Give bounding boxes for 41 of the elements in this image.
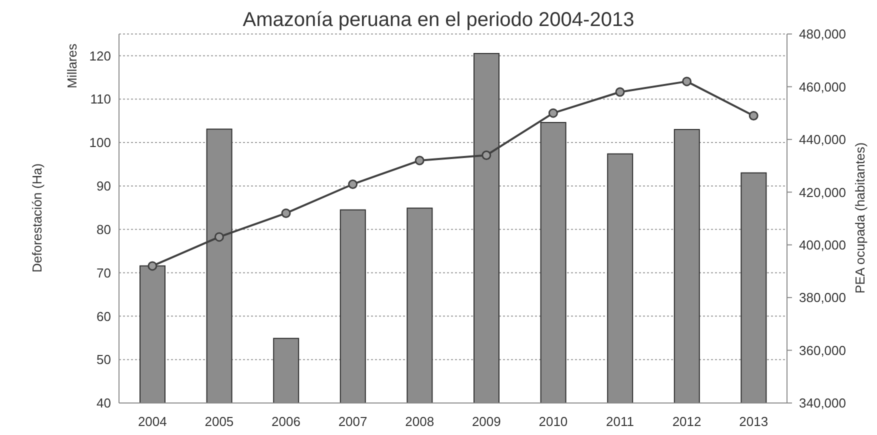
y-tick-label: 60 [96, 308, 111, 324]
x-tick-label: 2013 [739, 414, 768, 430]
point [348, 179, 358, 189]
y-tick-label: 110 [90, 92, 111, 107]
x-tick-label: 2006 [272, 414, 300, 430]
y2-tick-label: 480,000 [799, 26, 846, 42]
point [148, 261, 158, 271]
y-tick-label: 50 [96, 352, 111, 368]
x-tick-label: 2012 [672, 414, 702, 430]
point [682, 76, 692, 86]
chart-title: Amazonía peruana en el periodo 2004-2013 [242, 9, 634, 31]
y-tick-label: 70 [96, 265, 111, 280]
x-tick-label: 2009 [472, 414, 501, 430]
x-tick-label: 2011 [606, 414, 634, 430]
y2-tick-label: 380,000 [799, 290, 846, 306]
x-tick-label: 2004 [138, 414, 167, 430]
x-tick-label: 2010 [538, 414, 568, 430]
y2-tick-label: 460,000 [799, 79, 846, 94]
y2-axis-title: PEA ocupada (habitantes) [852, 142, 868, 294]
point [214, 232, 224, 242]
y-tick-label: 40 [96, 396, 111, 411]
x-tick-label: 2008 [405, 414, 434, 430]
y-tick-label: 80 [96, 222, 111, 237]
y-axis-title: Deforestación (Ha) [30, 163, 44, 273]
point [748, 110, 758, 120]
y2-tick-label: 360,000 [799, 342, 846, 358]
y2-tick-label: 400,000 [799, 237, 846, 252]
y-tick-label: 100 [89, 135, 111, 150]
point [482, 150, 492, 160]
y2-tick-label: 340,000 [799, 396, 846, 411]
y-tick-label: 90 [96, 178, 111, 194]
point [281, 208, 291, 218]
text: Millares [64, 44, 80, 88]
y-tick-label: 120 [89, 48, 111, 64]
point [548, 108, 558, 118]
y2-tick-label: 420,000 [799, 184, 846, 200]
y2-tick-label: 440,000 [799, 132, 846, 148]
point [414, 156, 424, 166]
x-tick-label: 2005 [204, 414, 234, 430]
point [615, 87, 625, 97]
x-tick-label: 2007 [338, 414, 368, 430]
